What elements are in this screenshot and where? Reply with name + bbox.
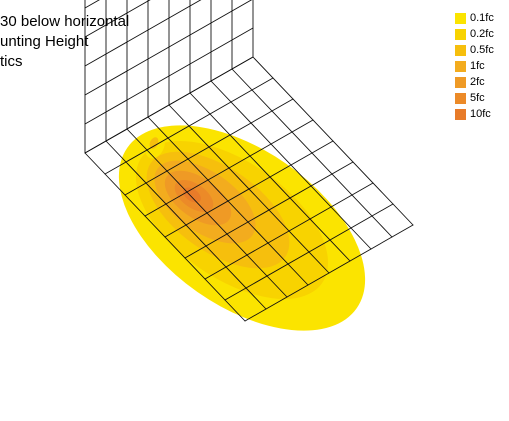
legend-swatch-1fc	[455, 61, 466, 72]
legend-label-10fc: 10fc	[470, 107, 491, 122]
legend-swatch-5fc	[455, 93, 466, 104]
legend-swatch-2fc	[455, 77, 466, 88]
legend-label-0-2fc: 0.2fc	[470, 27, 494, 42]
caption-line-2: unting Height	[0, 32, 129, 52]
legend-item-0-1fc: 0.1fc	[455, 11, 494, 26]
illuminance-legend: 0.1fc 0.2fc 0.5fc 1fc 2fc 5fc 10fc	[455, 11, 494, 123]
legend-item-1fc: 1fc	[455, 59, 494, 74]
legend-label-2fc: 2fc	[470, 75, 485, 90]
legend-item-2fc: 2fc	[455, 75, 494, 90]
legend-item-0-2fc: 0.2fc	[455, 27, 494, 42]
caption-line-3: tics	[0, 52, 129, 72]
plot-caption: 30 below horizontal unting Height tics	[0, 12, 129, 72]
legend-item-5fc: 5fc	[455, 91, 494, 106]
caption-line-1: 30 below horizontal	[0, 12, 129, 32]
legend-label-1fc: 1fc	[470, 59, 485, 74]
legend-swatch-0-2fc	[455, 29, 466, 40]
legend-swatch-0-1fc	[455, 13, 466, 24]
legend-item-10fc: 10fc	[455, 107, 494, 122]
legend-item-0-5fc: 0.5fc	[455, 43, 494, 58]
legend-label-0-1fc: 0.1fc	[470, 11, 494, 26]
legend-label-0-5fc: 0.5fc	[470, 43, 494, 58]
legend-label-5fc: 5fc	[470, 91, 485, 106]
legend-swatch-10fc	[455, 109, 466, 120]
legend-swatch-0-5fc	[455, 45, 466, 56]
